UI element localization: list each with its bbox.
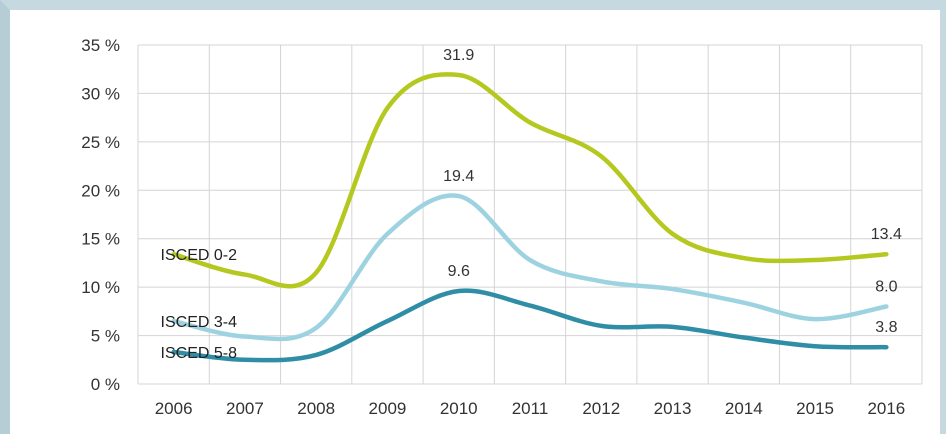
- series-line: [171, 288, 889, 363]
- y-tick-label: 35 %: [81, 36, 120, 55]
- y-tick-label: 15 %: [81, 230, 120, 249]
- series-name-label: ISCED 5-8: [161, 345, 238, 362]
- x-tick-label: 2010: [440, 399, 478, 418]
- series-name-label: ISCED 3-4: [161, 314, 238, 331]
- y-tick-label: 20 %: [81, 181, 120, 200]
- data-label: 3.8: [875, 319, 897, 336]
- series-lines: [171, 72, 889, 363]
- series-names: ISCED 0-2 ISCED 3-4 ISCED 5-8: [161, 247, 238, 362]
- x-tick-label: 2008: [297, 399, 335, 418]
- x-tick-label: 2007: [226, 399, 264, 418]
- grid: [137, 44, 923, 385]
- x-tick-label: 2006: [155, 399, 193, 418]
- x-tick-label: 2012: [582, 399, 620, 418]
- x-tick-label: 2014: [725, 399, 763, 418]
- data-label: 19.4: [443, 168, 474, 185]
- y-axis-ticks: 0 % 5 % 10 % 15 % 20 % 25 % 30 % 35 %: [81, 36, 120, 394]
- y-tick-label: 30 %: [81, 84, 120, 103]
- y-tick-label: 5 %: [91, 327, 120, 346]
- x-tick-label: 2015: [796, 399, 834, 418]
- series-line: [171, 72, 889, 289]
- x-tick-label: 2016: [867, 399, 905, 418]
- series-name-label: ISCED 0-2: [161, 247, 238, 264]
- data-label: 8.0: [875, 279, 897, 296]
- data-label: 13.4: [871, 226, 902, 243]
- x-tick-label: 2013: [654, 399, 692, 418]
- x-tick-label: 2009: [369, 399, 407, 418]
- y-tick-label: 10 %: [81, 278, 120, 297]
- x-tick-label: 2011: [512, 399, 549, 418]
- y-tick-label: 0 %: [91, 375, 120, 394]
- x-axis-ticks: 2006 2007 2008 2009 2010 2011 2012 2013 2014 2015…: [155, 399, 906, 418]
- data-label: 9.6: [448, 263, 470, 280]
- data-label: 31.9: [443, 47, 474, 64]
- y-tick-label: 25 %: [81, 133, 120, 152]
- series-line: [171, 193, 889, 342]
- data-labels: 31.9 13.4 19.4 8.0 9.6 3.8: [443, 47, 902, 336]
